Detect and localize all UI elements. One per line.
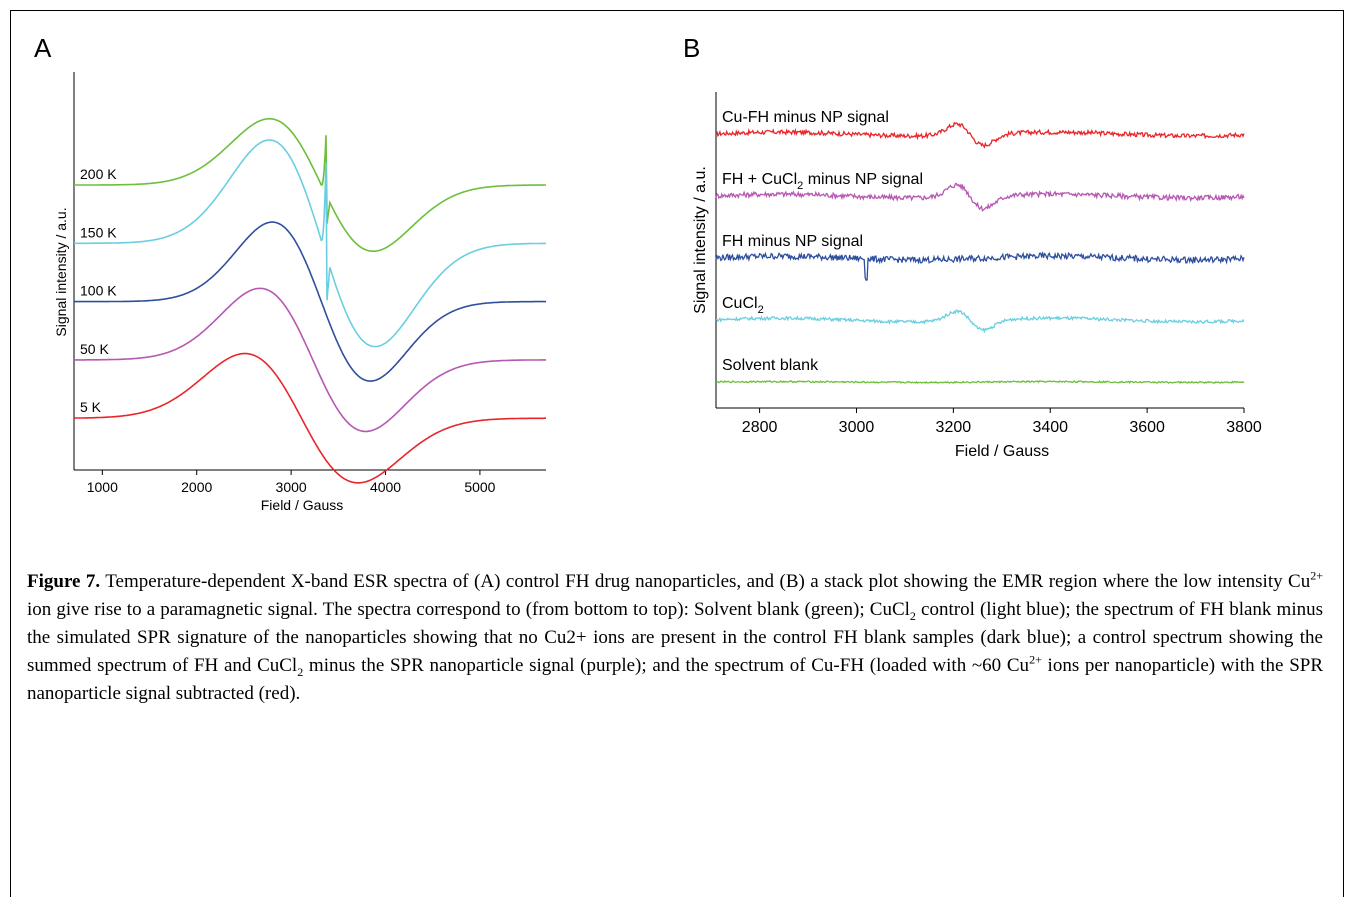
caption-sup-2: 2+ [1029,652,1042,667]
series-label-subscript: 2 [797,180,803,192]
panel-a-x-tick-label: 3000 [276,479,307,495]
figure-frame [10,10,1344,897]
caption-text-1: Temperature-dependent X-band ESR spectra… [100,571,1311,592]
panel-a-series-label-200-k: 200 K [80,166,117,182]
caption-text-5: ions per nanoparticle) with the SPR nano… [27,655,1323,704]
panel-a-series-label-100-k: 100 K [80,283,117,299]
caption-text-4: minus the SPR nanoparticle signal (purpl… [303,655,1030,676]
caption-text-3: control (light blue); the spectrum of FH… [27,599,1324,676]
panel-a-x-tick-label: 2000 [181,479,212,495]
panel-b-line-fh-minus-np-signal [715,250,1245,282]
panel-b-x-tick-label: 2800 [742,419,778,436]
panel-a-line-150-k [74,139,546,348]
panel-a-label: A [34,33,52,63]
panel-b-x-tick-label: 3000 [839,419,875,436]
panel-b-y-axis-label: Signal intensity / a.u. [692,166,709,314]
caption-sub-1: 2 [909,608,916,623]
panel-a-series-label-150-k: 150 K [80,224,117,240]
caption-text-2: ion give rise to a paramagnetic signal. … [27,599,910,620]
panel-a-line-50-k [74,287,546,433]
caption-sub-2: 2 [297,664,304,679]
caption-sup-1: 2+ [1310,568,1323,583]
panel-a-chart: 1000 2000 3000 4000 5000 200 K 150 K 100 K 50 K… [53,72,546,513]
figure-canvas: A B 1000 2000 3000 4000 5000 200 K 150 K 100 K… [34,33,1262,513]
panel-b-series-label-solvent-blank: Solvent blank [722,357,819,374]
panel-a-line-5-k [74,352,546,484]
panel-b-x-tick-label: 3800 [1226,419,1262,436]
panel-b-series-label-cucl: CuCl2 [722,295,764,316]
panel-a-series-label-50-k: 50 K [80,341,109,357]
panel-b-x-axis-label: Field / Gauss [955,443,1049,460]
panel-a-line-100-k [74,221,546,382]
panel-a-line-200-k [74,118,546,252]
caption-label: Figure 7. [27,571,101,592]
panel-b-series-label-cu-fh-minus-np-signal: Cu-FH minus NP signal [722,109,889,126]
panel-b-chart: 2800 3000 3200 3400 3600 3800 Cu-FH minus NP … [692,92,1262,460]
panel-a-x-tick-label: 4000 [370,479,401,495]
panel-a-x-tick-label: 1000 [87,479,118,495]
series-label-text: minus NP signal [803,171,923,188]
panel-b-x-tick-label: 3200 [936,419,972,436]
panel-a-y-axis-label: Signal intensity / a.u. [53,207,69,336]
series-label-text: FH + CuCl [722,171,797,188]
panel-a-x-axis-label: Field / Gauss [261,497,343,513]
series-label-subscript: 2 [758,304,764,316]
panel-b-x-tick-label: 3600 [1129,419,1165,436]
panel-b-line-cu-fh-minus-np-signal [715,121,1245,149]
panel-b-line-cucl [715,309,1245,334]
panel-b-line-fh-cucl-minus-np-signal [715,182,1245,212]
series-label-text: CuCl [722,295,758,312]
panel-b-series-label-fh-minus-np-signal: FH minus NP signal [722,233,863,250]
panel-a-x-tick-label: 5000 [464,479,495,495]
panel-a-series-label-5-k: 5 K [80,399,102,415]
panel-b-x-tick-label: 3400 [1032,419,1068,436]
figure-caption: Figure 7. Temperature-dependent X-band E… [27,568,1323,708]
panel-b-line-solvent-blank [715,380,1245,385]
panel-b-series-label-fh-cucl-minus-np-signal: FH + CuCl2 minus NP signal [722,171,923,192]
panel-b-label: B [683,33,700,63]
